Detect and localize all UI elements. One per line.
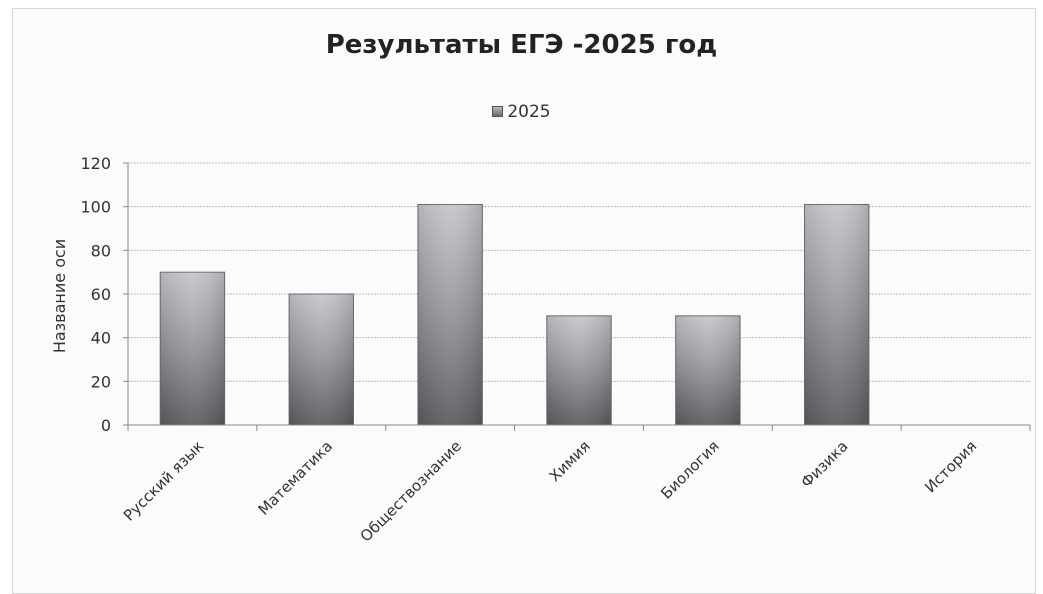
category-label: Обществознание <box>357 437 465 545</box>
y-tick-label: 40 <box>91 329 111 348</box>
y-tick-label: 80 <box>91 241 111 260</box>
category-label: Биология <box>657 437 723 503</box>
legend-label: 2025 <box>507 102 551 122</box>
bar-shade <box>160 272 225 425</box>
legend-swatch <box>492 106 504 117</box>
chart-title: Результаты ЕГЭ -2025 год <box>325 30 718 60</box>
y-axis-title: Название оси <box>50 239 69 353</box>
y-tick-label: 0 <box>101 416 111 435</box>
bar-shade <box>546 315 612 425</box>
category-label: Химия <box>546 437 594 485</box>
y-tick-label: 100 <box>80 198 111 217</box>
y-tick-label: 20 <box>91 372 111 391</box>
category-label: Русский язык <box>120 437 207 524</box>
category-label: История <box>921 437 980 496</box>
bar-shade <box>417 204 483 425</box>
chart-legend: 2025 <box>0 102 1043 122</box>
bar-shade <box>804 204 869 425</box>
category-label: Физика <box>797 437 851 491</box>
category-label: Математика <box>255 437 337 519</box>
y-tick-label: 120 <box>80 154 111 173</box>
bar-shade <box>289 294 354 425</box>
bar-shade <box>675 315 741 425</box>
y-tick-label: 60 <box>91 285 111 304</box>
